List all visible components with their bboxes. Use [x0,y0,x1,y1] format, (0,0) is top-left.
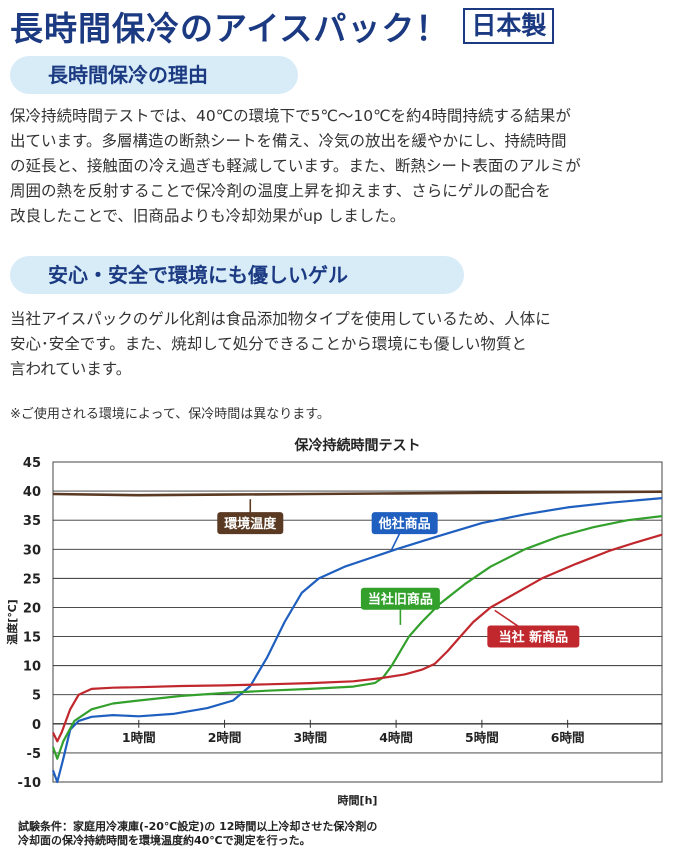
annotation-label-4: 当社 新商品 [499,630,569,646]
y-tick-label: 30 [23,543,41,558]
series-line-4 [52,533,663,743]
section-heading-reason: 長時間保冷の理由 [10,56,298,94]
usage-note: ※ご使用される環境によって、保冷時間は異なります。 [10,407,330,422]
page-title: 長時間保冷のアイスパック！ [10,9,450,48]
made-in-japan-badge: 日本製 [463,8,555,44]
temperature-chart: 保冷持続時間テスト -10 -5 0 5 10 15 20 25 30 35 40 45 1時間 2時間 3時… [5,437,663,807]
y-tick-label: 20 [23,601,41,616]
y-tick-label: 35 [23,514,41,529]
title-row: 長時間保冷のアイスパック！ 日本製 [10,4,690,48]
x-tick-label: 1時間 [122,730,156,745]
y-tick-label: 15 [23,631,41,646]
y-tick-label: -5 [27,747,41,762]
y-tick-label: 25 [23,572,41,587]
annotation-box [217,512,284,535]
test-conditions: 試験条件：家庭用冷凍庫(-20℃設定)の 12時間以上冷却させた保冷剤の 冷却面… [18,820,378,847]
annotation-label-1: 環境温度 [224,516,277,532]
x-tick-label: 5時間 [465,730,499,745]
plot-area [52,461,663,783]
y-tick-label: 40 [23,485,41,500]
annotation-box [360,587,440,610]
y-tick-label: -10 [18,776,42,791]
x-axis-label: 時間[h] [338,793,378,807]
series-line-3 [51,515,663,760]
section-body-safety: 当社アイスパックのゲル化剤は食品添加物タイプを使用しているため、人体に 安心･安… [10,310,551,378]
x-tick-label: 4時間 [379,730,413,745]
annotation-box [487,625,580,648]
y-tick-label: 10 [23,660,41,675]
series-line-2 [51,497,663,784]
y-tick-label: 0 [32,718,41,733]
y-axis-label: 温度[℃] [5,599,19,644]
section-heading-safety: 安心・安全で環境にも優しいゲル [10,256,464,294]
annotation-label-3: 当社旧商品 [368,592,433,608]
chart-title: 保冷持続時間テスト [294,437,421,454]
x-tick-label: 3時間 [293,730,327,745]
x-tick-label: 6時間 [551,730,585,745]
y-tick-label: 45 [23,456,41,471]
x-tick-label: 2時間 [208,730,242,745]
annotation-box [371,512,438,535]
section-body-reason: 保冷持続時間テストでは、40℃の環境下で5℃～10℃を約4時間持続する結果が 出… [10,107,581,225]
y-tick-label: 5 [32,689,41,704]
series-line-1 [52,490,663,497]
annotation-label-2: 他社商品 [378,516,431,532]
